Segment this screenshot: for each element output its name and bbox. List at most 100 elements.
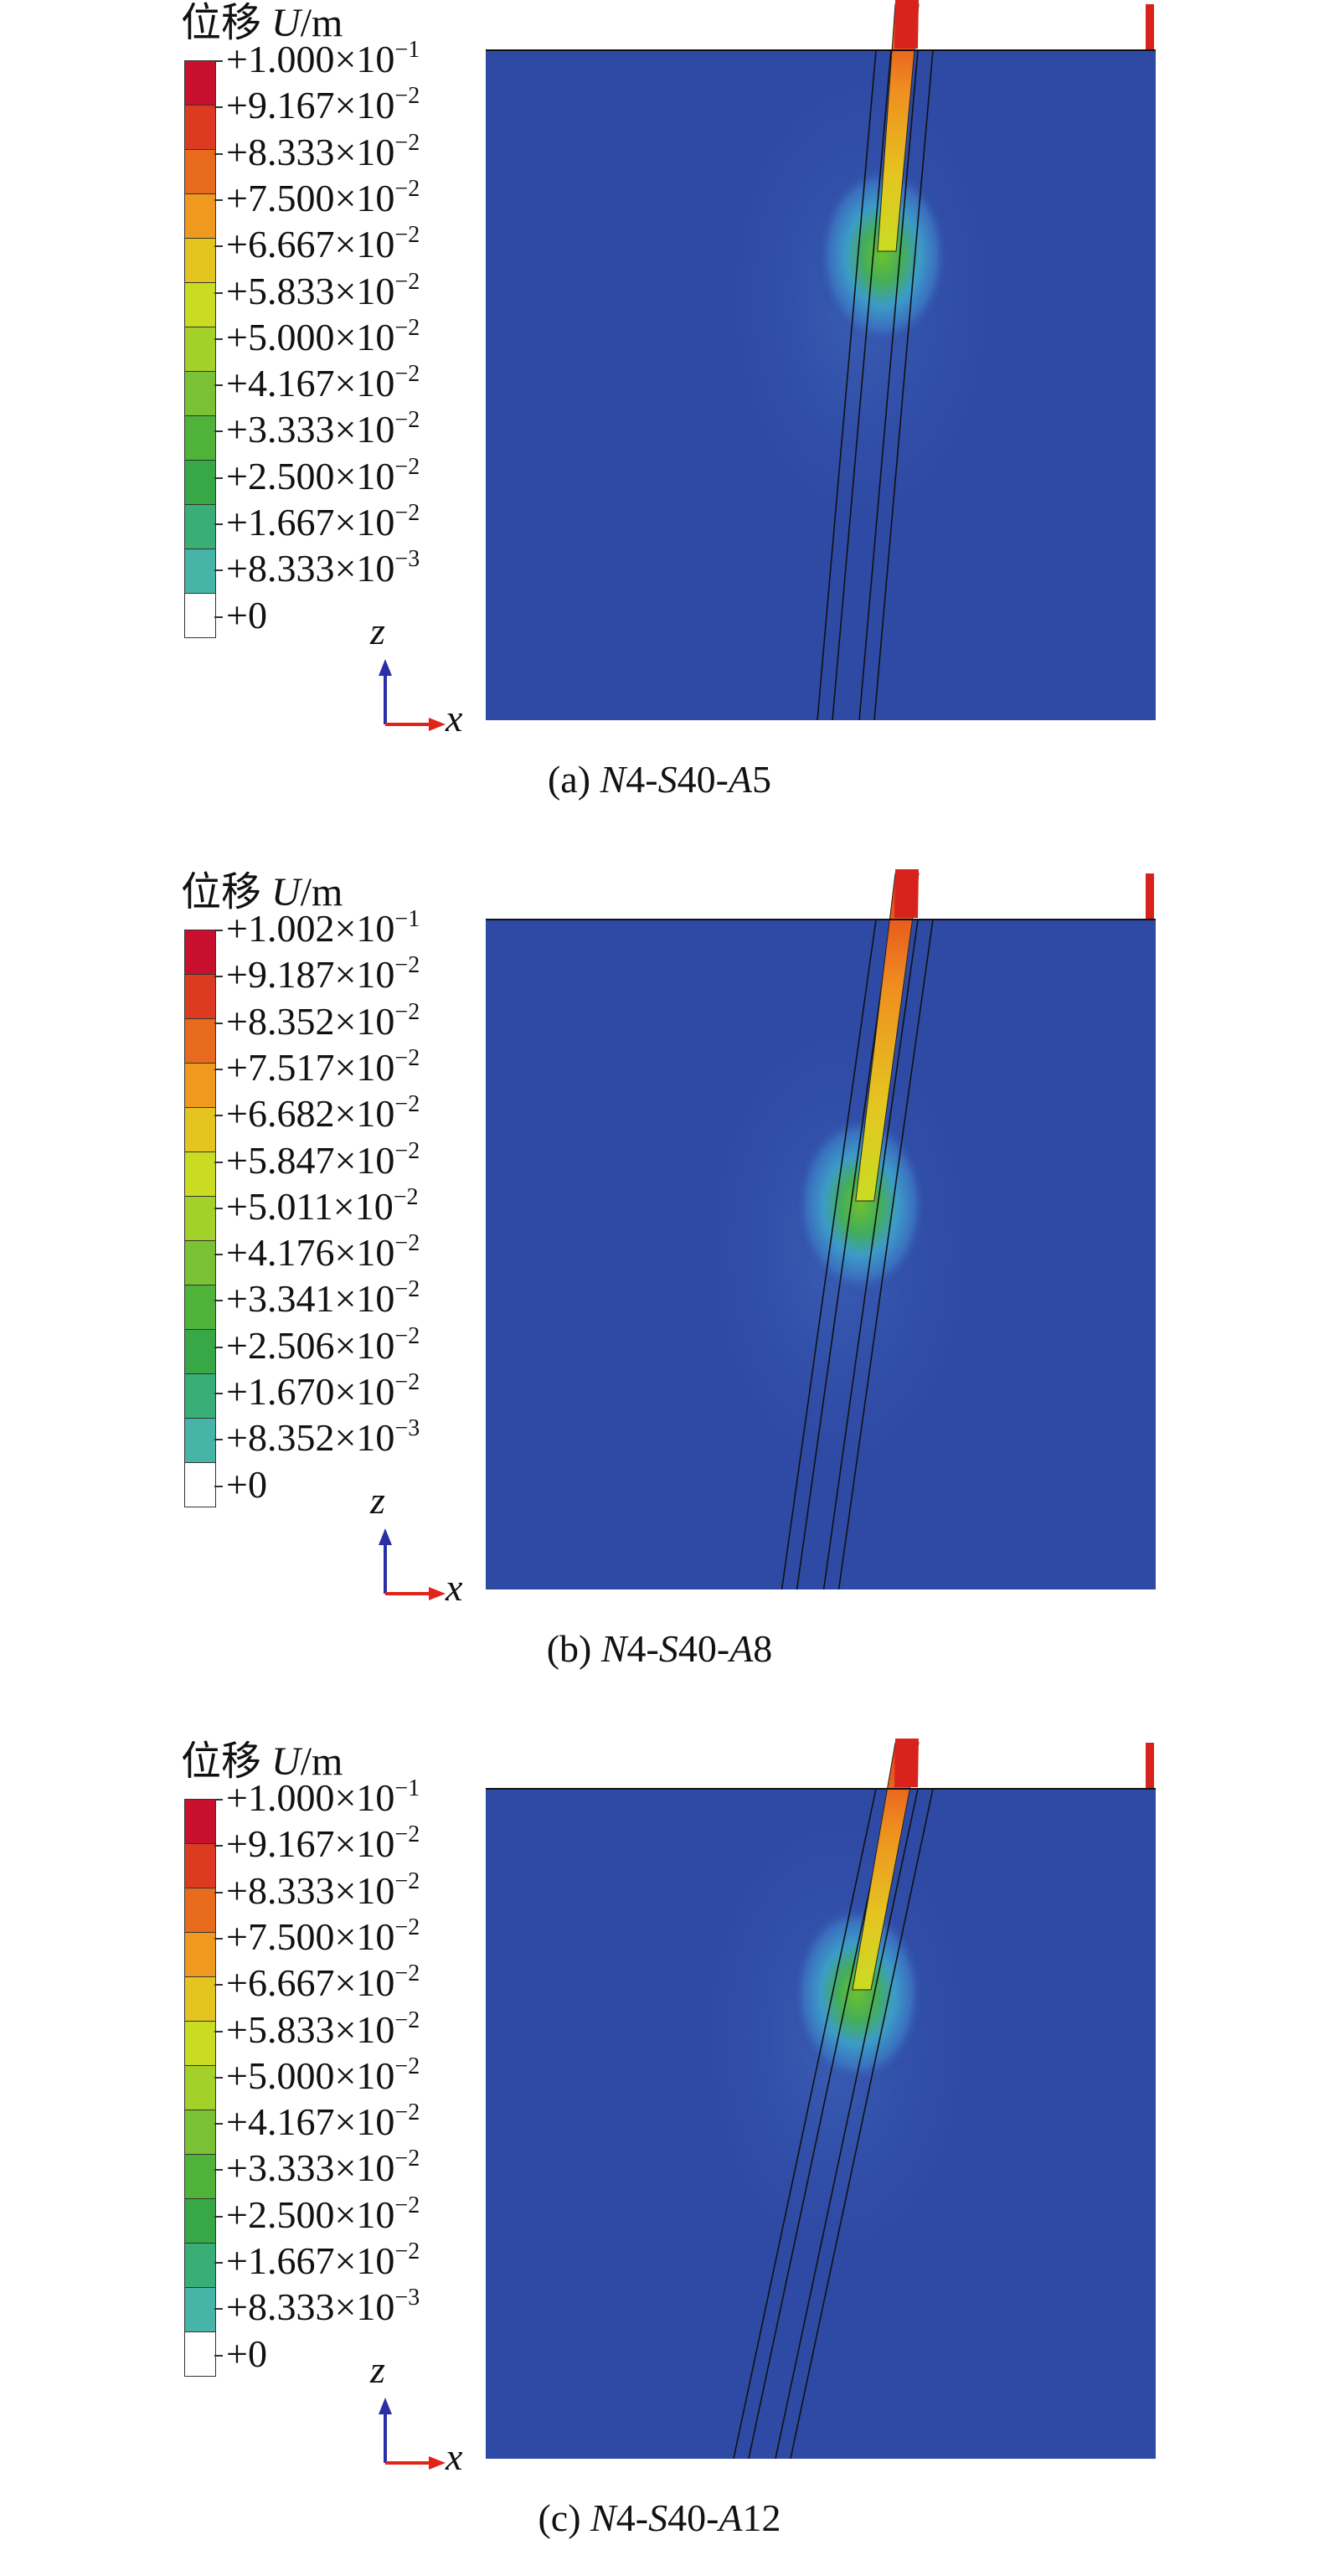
legend-tick-mark [214,477,223,479]
caption-label-part: N [600,1627,627,1670]
color-bar-swatch [185,150,215,194]
legend-value: +3.341×10−2 [226,1278,420,1318]
legend-value: +1.002×10−1 [226,906,420,950]
legend-tick-mark [214,337,223,340]
legend-value-times: ×10 [334,454,395,497]
legend-value: +3.333×10−2 [226,407,420,451]
legend-value-exponent: −2 [394,222,420,249]
caption-label-part: S [657,758,678,801]
legend-value-times: ×10 [334,2053,395,2097]
legend-value-exponent: −2 [394,268,420,295]
legend-value-mantissa: +5.833 [226,269,335,312]
legend-value: +1.000×10−1 [226,38,420,80]
legend-value-times: ×10 [334,2146,395,2190]
legend-value-mantissa: +8.352 [226,999,335,1043]
legend-value-times: ×10 [334,38,395,80]
legend-tick-mark [214,1022,223,1024]
borehole-line [796,919,892,1590]
legend-value: +1.667×10−2 [226,2240,420,2280]
legend-value-exponent: −2 [394,129,420,156]
legend-value-mantissa: +1.000 [226,38,335,80]
legend-tick-mark [214,1254,223,1256]
legend-value-mantissa: +3.333 [226,408,335,451]
legend-value-exponent: −2 [394,1230,420,1257]
legend-value-times: ×10 [334,953,395,997]
legend-value-mantissa: +9.167 [226,1822,335,1866]
caption-label-part: 5 [752,758,771,801]
color-bar-swatch [185,239,215,283]
legend-value-times: ×10 [334,1323,395,1367]
displacement-halo [680,1033,999,1569]
color-bar-swatch [185,1019,215,1064]
color-bar-swatch [185,106,215,150]
color-bar-swatch [185,1933,215,1977]
legend-value-mantissa: +8.333 [226,1868,335,1912]
contour-svg [486,869,1156,1590]
color-bar [184,930,216,1507]
legend-value-times: ×10 [334,547,395,590]
z-axis-label: z [370,2348,385,2391]
legend-value-exponent: −3 [394,546,420,573]
legend-value-mantissa: +6.667 [226,1961,335,2005]
legend-value-mantissa: +3.333 [226,2146,335,2190]
legend-value-times: ×10 [334,1914,395,1958]
legend-value-times: ×10 [334,1868,395,1912]
legend-value-exponent: −1 [394,906,420,932]
z-axis-arrowhead [379,659,392,676]
caption-prefix: (a) [547,758,600,801]
borehole-line [781,919,877,1590]
legend-value-times: ×10 [334,176,395,219]
legend-value-exponent: −2 [394,361,420,388]
legend-value: +6.682×10−2 [226,1093,420,1133]
legend-tick-mark [214,2076,223,2079]
legend-tick-mark [214,245,223,248]
legend-value-exponent: −2 [394,1369,420,1395]
legend-value-mantissa: +4.167 [226,362,335,405]
legend-value-exponent: −2 [394,1091,420,1118]
legend-tick-mark [214,1891,223,1893]
legend-title-prefix: 位移 [181,1,272,45]
caption-prefix: (c) [538,2496,591,2539]
legend-tick-mark [214,2354,223,2357]
legend-value-exponent: −2 [394,1044,420,1071]
color-bar-swatch [185,1844,215,1888]
caption-label-part: 40- [677,758,729,801]
color-bar-swatch [185,327,215,372]
legend-value-mantissa: +1.000 [226,1776,335,1819]
borehole-line [775,1788,919,2460]
legend-value: +8.333×10−2 [226,129,420,173]
contour-panel: 位移 U/m +1.000×10−1 +9.167×10−2 +8.333×10−2 +… [0,0,1319,837]
legend-value: +5.011×10−2 [226,1185,419,1226]
borehole-line [822,919,919,1590]
legend-value-mantissa: +8.333 [226,130,335,173]
axis-arrows [379,2398,446,2470]
axis-arrows [379,1528,446,1600]
legend-tick-mark [214,1161,223,1163]
color-bar [184,1799,216,2377]
legend-value-times: ×10 [334,1961,395,2005]
borehole-line [748,1788,892,2460]
color-bar-swatch [185,283,215,327]
legend-title-unit: /m [300,870,343,914]
legend-value-exponent: −2 [394,407,420,434]
boundary-marker [1146,873,1154,920]
legend-value-times: ×10 [334,907,395,950]
legend-value: +9.187×10−2 [226,953,420,997]
borehole-line [837,919,934,1590]
contour-plot [486,1739,1156,2460]
contour-panel: 位移 U/m +1.000×10−1 +9.167×10−2 +8.333×10−2 +… [0,1739,1319,2576]
legend-tick-mark [214,523,223,525]
legend-value-times: ×10 [334,130,395,173]
legend-value: +0 [226,1465,267,1504]
legend-value-exponent: −2 [394,998,420,1025]
borehole-line [817,49,877,721]
legend-tick-mark [214,1799,223,1801]
legend-value-exponent: −3 [394,1415,420,1442]
caption-label-part: 4- [626,758,658,801]
legend-tick-mark [214,1439,223,1441]
borehole-line [873,49,934,721]
color-bar-swatch [185,2110,215,2155]
caption-label-part: 8 [753,1627,773,1670]
